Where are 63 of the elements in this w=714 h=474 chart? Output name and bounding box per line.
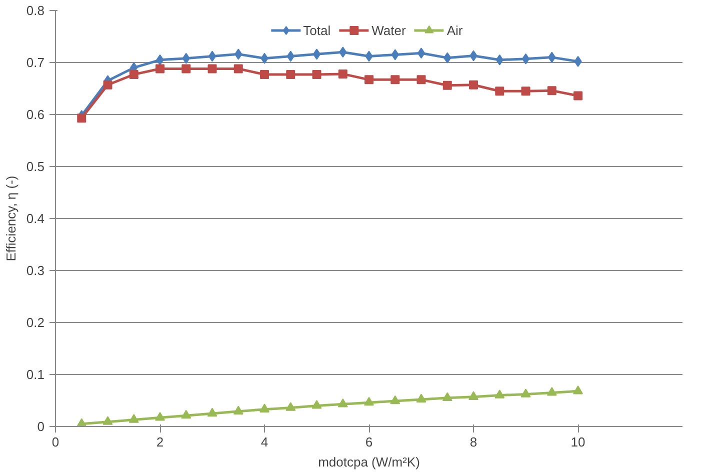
point	[390, 75, 400, 84]
point	[155, 412, 165, 421]
x-tick-label: 8	[470, 434, 478, 450]
point	[521, 86, 530, 96]
point	[468, 391, 478, 400]
x-tick-label: 0	[52, 434, 60, 450]
point	[181, 410, 192, 419]
point	[442, 392, 452, 401]
point	[102, 416, 113, 425]
point	[233, 406, 244, 415]
point	[338, 398, 348, 408]
point	[260, 70, 269, 79]
y-tick-label: 0.6	[26, 107, 45, 122]
point	[494, 390, 505, 398]
point	[573, 385, 583, 394]
x-tick-label: 6	[365, 434, 373, 450]
point	[522, 53, 530, 64]
y-tick-label: 0.2	[26, 315, 45, 330]
legend-label: Air	[446, 22, 464, 38]
point	[312, 48, 321, 60]
point	[546, 387, 557, 396]
point	[234, 64, 243, 74]
point	[469, 80, 478, 90]
point	[547, 86, 556, 96]
x-tick-label: 2	[156, 434, 164, 450]
x-tick-label: 10	[570, 434, 586, 450]
legend-label: Water	[372, 22, 406, 38]
x-tick-label: 4	[260, 434, 268, 450]
point	[207, 408, 218, 417]
point	[182, 64, 191, 74]
point	[286, 70, 296, 79]
y-axis-title: Efficiency, η (-)	[3, 176, 18, 262]
point	[416, 394, 426, 403]
y-tick-label: 0.8	[26, 3, 45, 18]
point	[417, 48, 426, 59]
point	[208, 50, 216, 62]
y-tick-label: 0.3	[26, 263, 45, 278]
point	[77, 114, 86, 123]
point	[495, 86, 504, 96]
point	[364, 396, 374, 406]
point	[208, 64, 217, 74]
point	[312, 400, 322, 409]
point	[574, 91, 582, 100]
point	[364, 75, 374, 84]
y-tick-label: 0.1	[26, 367, 45, 382]
y-tick-label: 0.7	[26, 55, 45, 70]
point	[286, 402, 296, 411]
point	[260, 404, 270, 412]
point	[442, 80, 452, 90]
point	[338, 69, 348, 78]
x-axis-title: mdotcpa (W/m²K)	[318, 454, 420, 470]
legend-label: Total	[303, 22, 331, 38]
point	[129, 70, 138, 79]
point	[416, 75, 426, 84]
point	[156, 64, 164, 74]
y-tick-label: 0	[37, 419, 45, 434]
point	[103, 80, 112, 90]
point	[520, 388, 531, 398]
y-tick-label: 0.5	[26, 159, 45, 174]
point	[390, 395, 400, 404]
point	[128, 414, 139, 423]
y-tick-label: 0.4	[26, 211, 45, 226]
point	[312, 70, 322, 79]
